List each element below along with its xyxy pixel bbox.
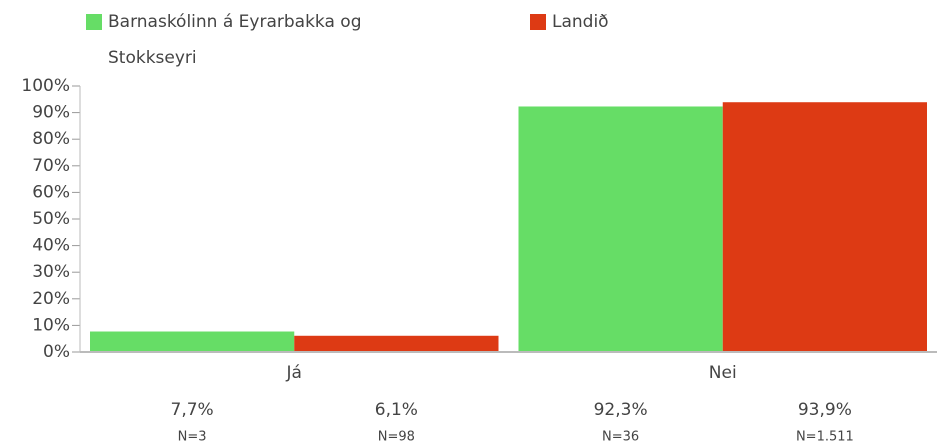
n-label: N=98	[378, 430, 415, 445]
x-tick-label: Já	[286, 363, 302, 383]
y-tick-label: 50%	[32, 209, 70, 229]
legend-item: Landið	[530, 4, 830, 40]
x-tick-label: Nei	[709, 363, 737, 383]
legend-swatch	[530, 14, 546, 30]
bar	[722, 102, 927, 352]
value-label: 7,7%	[171, 400, 214, 420]
value-label: 93,9%	[798, 400, 852, 420]
y-tick-label: 90%	[32, 103, 70, 123]
y-tick-label: 60%	[32, 182, 70, 202]
y-tick-label: 100%	[21, 76, 70, 96]
legend-label: Barnaskólinn á Eyrarbakka og Stokkseyri	[108, 12, 362, 68]
n-label: N=1.511	[796, 430, 854, 445]
n-label: N=36	[602, 430, 639, 445]
y-tick-label: 0%	[43, 342, 70, 362]
legend-label: Landið	[552, 12, 609, 32]
y-tick-label: 20%	[32, 289, 70, 309]
legend-swatch	[86, 14, 102, 30]
bar	[518, 106, 723, 353]
y-tick-label: 70%	[32, 156, 70, 176]
value-label: 92,3%	[594, 400, 648, 420]
n-label: N=3	[178, 430, 207, 445]
y-tick-label: 40%	[32, 236, 70, 256]
y-tick-label: 10%	[32, 315, 70, 335]
y-tick-label: 80%	[32, 129, 70, 149]
bar	[90, 331, 295, 352]
bar	[294, 335, 499, 352]
legend-item: Barnaskólinn á Eyrarbakka og Stokkseyri	[86, 4, 446, 76]
y-tick-label: 30%	[32, 262, 70, 282]
value-label: 6,1%	[375, 400, 418, 420]
